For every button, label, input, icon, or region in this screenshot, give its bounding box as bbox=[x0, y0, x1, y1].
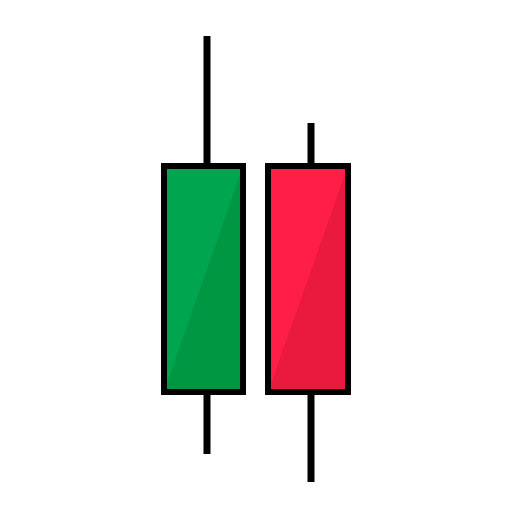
bullish-candle-outline bbox=[161, 163, 246, 395]
bearish-candle-outline bbox=[265, 163, 351, 395]
bearish-candle bbox=[265, 123, 351, 482]
bearish-candle-shade bbox=[268, 166, 348, 392]
bullish-candle-shade bbox=[164, 166, 243, 392]
bullish-candle bbox=[161, 36, 246, 454]
candles-group bbox=[161, 36, 351, 482]
